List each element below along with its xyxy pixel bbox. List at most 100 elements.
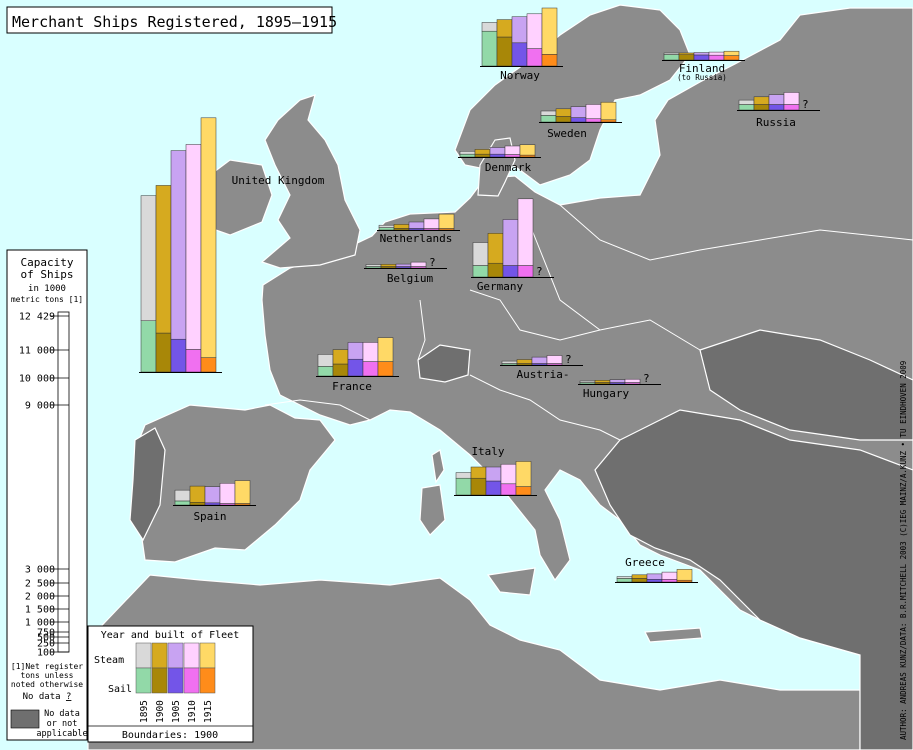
no-data-swatch: [10, 709, 40, 729]
scale-bar: [57, 311, 70, 653]
chart-united-kingdom: United Kingdom: [139, 117, 325, 373]
sail-bar: [496, 36, 513, 67]
steam-bar: [234, 480, 251, 504]
no-data-mark: ?: [643, 372, 650, 385]
scale-footnote-1: [1]Net register: [11, 662, 83, 671]
sail-bar: [170, 338, 187, 373]
steam-bar: [504, 145, 521, 155]
sail-bar: [676, 579, 693, 583]
steam-bar: [738, 99, 755, 105]
sail-bar: [631, 578, 648, 583]
legend-sail-swatch: [183, 667, 200, 694]
sail-bar: [768, 104, 785, 111]
steam-bar: [395, 263, 412, 267]
scale-tick-label: 1 000: [25, 618, 55, 629]
steam-bar: [517, 198, 534, 266]
no-data-mark: ?: [536, 265, 543, 278]
sail-bar: [570, 117, 587, 123]
legend-year: 1905: [171, 700, 182, 723]
legend-sail-swatch: [199, 667, 216, 694]
sail-bar: [616, 578, 633, 583]
country-label: Germany: [477, 280, 524, 293]
legend-sail: Sail: [108, 684, 132, 695]
sail-bar: [693, 54, 710, 61]
sail-bar: [502, 265, 519, 278]
sail-bar: [140, 320, 157, 373]
steam-bar: [362, 342, 379, 362]
legend-title: Year and built of Fleet: [101, 630, 239, 641]
credit: AUTHOR: ANDREAS KUNZ/DATA: B.R.MITCHELL …: [899, 361, 908, 740]
sail-bar: [500, 483, 517, 496]
chart-belgium: ? Belgium: [364, 256, 447, 285]
sail-bar: [526, 48, 543, 67]
scale-tick-label: 1 500: [25, 605, 55, 616]
steam-bar: [455, 472, 472, 479]
steam-bar: [624, 378, 641, 383]
steam-bar: [485, 466, 502, 482]
sail-bar: [185, 349, 202, 373]
steam-bar: [783, 92, 800, 105]
scale-tick-label: 10 000: [19, 374, 55, 385]
country-label: Spain: [193, 510, 226, 523]
country-label: Sweden: [547, 127, 587, 140]
steam-bar: [661, 571, 678, 580]
scale-footnote-2: tons unless: [21, 671, 74, 680]
legend-sail-swatch: [151, 667, 168, 694]
sail-bar: [487, 262, 504, 278]
steam-bar: [579, 380, 596, 383]
steam-bar: [378, 224, 395, 228]
chart-germany: ? Germany: [471, 198, 554, 293]
sail-bar: [317, 366, 334, 377]
steam-bar: [502, 219, 519, 266]
country-label: Hungary: [583, 387, 630, 400]
sicily: [486, 567, 536, 596]
steam-bar: [501, 360, 518, 364]
scale-footnote-3: noted otherwise: [11, 680, 83, 689]
sail-bar: [332, 363, 349, 377]
steam-bar: [393, 224, 410, 229]
sail-bar: [600, 119, 617, 123]
country-charts: United Kingdom Norway Sweden Finland(to Rus…: [139, 7, 820, 583]
steam-bar: [723, 50, 740, 56]
sail-bar: [646, 579, 663, 583]
chart-finland: Finland(to Russia): [662, 50, 745, 82]
steam-bar: [459, 151, 476, 155]
no-data-mark: ?: [565, 353, 572, 366]
steam-bar: [511, 16, 528, 44]
country-label: United Kingdom: [232, 174, 325, 187]
sail-bar: [555, 116, 572, 123]
steam-bar: [155, 185, 172, 334]
scale-heading-1: Capacity: [21, 256, 74, 269]
steam-bar: [646, 573, 663, 580]
steam-bar: [140, 195, 157, 321]
steam-bar: [631, 574, 648, 579]
steam-bar: [515, 461, 532, 487]
sail-bar: [378, 227, 395, 231]
steam-bar: [500, 463, 517, 485]
legend-year: 1895: [139, 700, 150, 723]
steam-bar: [531, 356, 548, 364]
steam-bar: [489, 147, 506, 155]
sail-bar: [489, 153, 506, 158]
legend-swatches: 1895 1900 1905 1910 1915: [135, 642, 216, 723]
chart-denmark: Denmark: [458, 144, 541, 174]
steam-bar: [380, 264, 397, 267]
steam-bar: [693, 52, 710, 56]
scale-ticks: 12 429 11 000 10 000 9 000 3 000 2 500 2 000 1 …: [19, 312, 69, 659]
great-britain: [260, 94, 361, 269]
sail-bar: [515, 486, 532, 496]
chart-sweden: Sweden: [539, 101, 622, 140]
sail-bar: [519, 154, 536, 158]
steam-bar: [768, 94, 785, 105]
steam-bar: [519, 144, 536, 156]
legend-year: 1915: [203, 700, 214, 723]
sail-bar: [155, 332, 172, 373]
scale-tick-label: 750: [37, 628, 55, 639]
steam-bar: [438, 213, 455, 229]
scale-tick-label: 100: [37, 648, 55, 659]
country-label: Belgium: [387, 272, 434, 285]
steam-bar: [410, 261, 427, 267]
country-label: France: [332, 380, 372, 393]
steam-bar: [616, 576, 633, 579]
steam-bar: [408, 221, 425, 229]
